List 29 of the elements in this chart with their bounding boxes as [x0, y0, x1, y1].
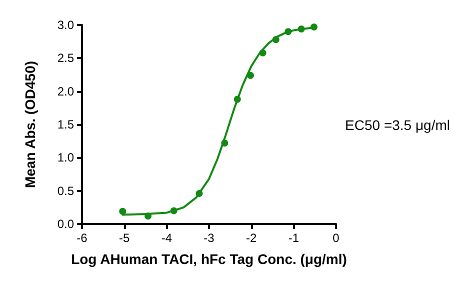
x-tick-label: -5: [118, 231, 130, 245]
point: [310, 23, 318, 30]
point: [272, 36, 280, 44]
x-tick-label: -6: [76, 231, 88, 245]
point: [119, 208, 126, 215]
point: [170, 207, 178, 214]
point: [196, 190, 203, 197]
point: [234, 96, 241, 103]
x-tick-label: -3: [204, 231, 215, 245]
y-axis-title: Mean Abs. (OD450): [22, 60, 38, 188]
point: [221, 140, 228, 147]
y-tick-label: 3.0: [57, 18, 74, 32]
x-tick-label: -1: [288, 231, 300, 245]
point: [144, 212, 152, 220]
point: [246, 72, 254, 79]
y-tick-label: 0.5: [57, 184, 74, 198]
point: [284, 28, 292, 36]
text: EC50 =3.5 μg/ml: [345, 117, 450, 133]
y-tick-label: 2.0: [57, 84, 74, 98]
y-tick-label: 2.5: [57, 51, 74, 66]
x-axis-title: Log AHuman TACI, hFc Tag Conc. (μg/ml): [71, 251, 347, 267]
y-tick-label: 1.0: [57, 150, 74, 165]
x-tick-label: -4: [161, 231, 172, 245]
x-tick-label: -2: [246, 231, 257, 245]
x-tick-label: 0: [332, 231, 340, 245]
point: [259, 49, 266, 56]
y-tick-label: 1.5: [57, 118, 74, 132]
y-tick-label: 0.0: [57, 217, 74, 231]
point: [298, 25, 305, 32]
